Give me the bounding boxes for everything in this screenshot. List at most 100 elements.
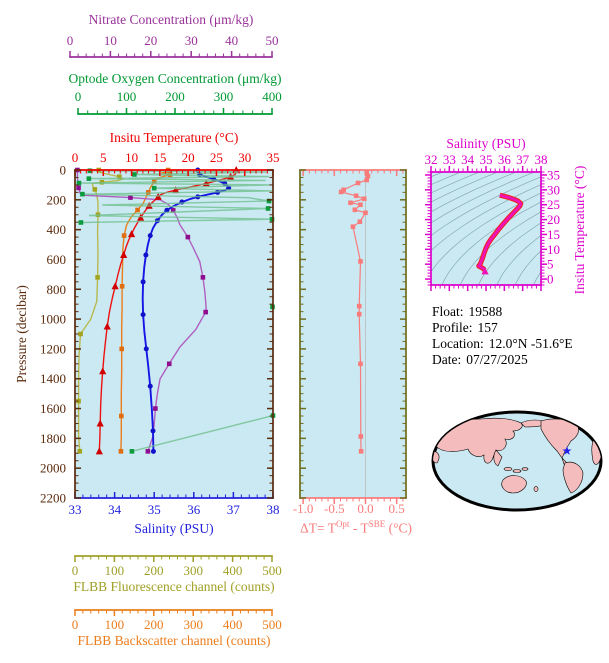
- main-profile-plot: 0 5 10 15 20 25 30 35 33 34 35 36 37 38 0 200 400 600 800 1…: [40, 150, 280, 517]
- svg-text:0: 0: [67, 33, 74, 48]
- svg-text:400: 400: [47, 222, 67, 237]
- svg-text:37: 37: [516, 152, 530, 167]
- svg-text:25: 25: [547, 197, 560, 212]
- delta-t-label-sup-opt: Opt: [335, 519, 350, 529]
- svg-text:300: 300: [214, 89, 234, 104]
- svg-text:38: 38: [535, 152, 548, 167]
- series-delta-t: [338, 169, 371, 454]
- svg-text:50: 50: [266, 33, 279, 48]
- svg-text:2000: 2000: [40, 461, 66, 476]
- delta-t-label-sup-sbe: SBE: [368, 519, 386, 529]
- series-oxygen: [76, 168, 276, 454]
- location-label: Location:: [432, 336, 484, 351]
- svg-text:38: 38: [267, 502, 280, 517]
- date-value: 07/27/2025: [466, 352, 528, 367]
- nitrate-axis-title: Nitrate Concentration (μm/kg): [88, 12, 254, 27]
- isopycnal-contours: [431, 172, 541, 285]
- svg-text:20: 20: [144, 33, 157, 48]
- svg-text:10: 10: [104, 33, 117, 48]
- svg-text:100: 100: [117, 89, 137, 104]
- svg-text:1600: 1600: [40, 401, 66, 416]
- delta-t-label-part: (°C): [385, 520, 412, 536]
- location-value: 12.0°N -51.6°E: [488, 336, 573, 351]
- svg-text:0: 0: [72, 617, 79, 632]
- svg-text:20: 20: [182, 150, 195, 165]
- svg-text:0: 0: [75, 89, 82, 104]
- profile-label: Profile:: [432, 320, 473, 335]
- delta-t-plot: -1.0 -0.5 0.0 0.5: [293, 169, 407, 516]
- svg-text:30: 30: [185, 33, 198, 48]
- svg-text:400: 400: [223, 563, 243, 578]
- float-location-star-icon: [562, 446, 572, 455]
- svg-text:40: 40: [225, 33, 238, 48]
- svg-text:0.5: 0.5: [389, 501, 405, 516]
- svg-text:36: 36: [187, 502, 201, 517]
- salinity-axis-title: Salinity (PSU): [134, 521, 214, 536]
- svg-text:33: 33: [69, 502, 82, 517]
- profile-number-line: Profile: 157: [432, 320, 578, 336]
- svg-text:400: 400: [223, 617, 243, 632]
- svg-text:25: 25: [210, 150, 223, 165]
- svg-text:100: 100: [105, 617, 125, 632]
- svg-text:5: 5: [547, 257, 554, 272]
- svg-text:200: 200: [144, 563, 164, 578]
- svg-text:37: 37: [227, 502, 241, 517]
- svg-text:33: 33: [443, 152, 456, 167]
- svg-text:30: 30: [547, 182, 560, 197]
- svg-text:0.0: 0.0: [357, 501, 373, 516]
- svg-text:1000: 1000: [40, 312, 66, 327]
- svg-text:36: 36: [498, 152, 512, 167]
- backscatter-axis-title: FLBB Backscatter channel (counts): [77, 633, 271, 648]
- delta-t-label-part: ΔT= T: [300, 520, 336, 536]
- svg-text:2200: 2200: [40, 491, 66, 506]
- svg-text:0: 0: [60, 163, 67, 178]
- svg-text:100: 100: [105, 563, 125, 578]
- svg-text:200: 200: [165, 89, 185, 104]
- world-map: [431, 410, 603, 512]
- svg-text:35: 35: [480, 152, 493, 167]
- float-id-line: Float: 19588: [432, 304, 578, 320]
- svg-text:600: 600: [47, 252, 67, 267]
- delta-t-label-part: - T: [349, 520, 369, 536]
- svg-text:35: 35: [547, 167, 560, 182]
- svg-text:32: 32: [425, 152, 438, 167]
- svg-text:200: 200: [144, 617, 164, 632]
- date-line: Date: 07/27/2025: [432, 352, 578, 368]
- fluorescence-axis-title: FLBB Fluorescence channel (counts): [73, 579, 275, 594]
- pressure-axis-title: Pressure (decibar): [14, 285, 29, 383]
- temperature-axis-title: Insitu Temperature (°C): [109, 130, 239, 145]
- svg-text:400: 400: [262, 89, 282, 104]
- svg-text:0: 0: [547, 272, 554, 287]
- svg-text:200: 200: [47, 192, 67, 207]
- svg-text:34: 34: [108, 502, 122, 517]
- svg-text:0: 0: [72, 563, 79, 578]
- svg-text:1800: 1800: [40, 431, 66, 446]
- float-metadata: Float: 19588 Profile: 157 Location: 12.0°N …: [432, 304, 578, 368]
- svg-text:35: 35: [148, 502, 161, 517]
- svg-text:300: 300: [183, 617, 203, 632]
- svg-text:500: 500: [262, 617, 282, 632]
- svg-text:1200: 1200: [40, 341, 66, 356]
- ts-salinity-axis-title: Salinity (PSU): [446, 136, 526, 151]
- svg-text:34: 34: [461, 152, 475, 167]
- svg-text:5: 5: [100, 150, 107, 165]
- svg-text:300: 300: [183, 563, 203, 578]
- ts-temperature-axis-title: Insitu Temperature (°C): [572, 165, 587, 295]
- date-label: Date:: [432, 352, 462, 367]
- svg-text:20: 20: [547, 212, 560, 227]
- svg-text:35: 35: [267, 150, 280, 165]
- float-value: 19588: [468, 304, 503, 319]
- oxygen-axis-title: Optode Oxygen Concentration (μm/kg): [68, 71, 282, 86]
- svg-text:10: 10: [125, 150, 138, 165]
- svg-text:-1.0: -1.0: [293, 501, 314, 516]
- svg-text:30: 30: [238, 150, 251, 165]
- profile-value: 157: [477, 320, 498, 335]
- svg-text:1400: 1400: [40, 371, 66, 386]
- svg-text:15: 15: [547, 227, 560, 242]
- svg-text:-0.5: -0.5: [324, 501, 345, 516]
- float-label: Float:: [432, 304, 464, 319]
